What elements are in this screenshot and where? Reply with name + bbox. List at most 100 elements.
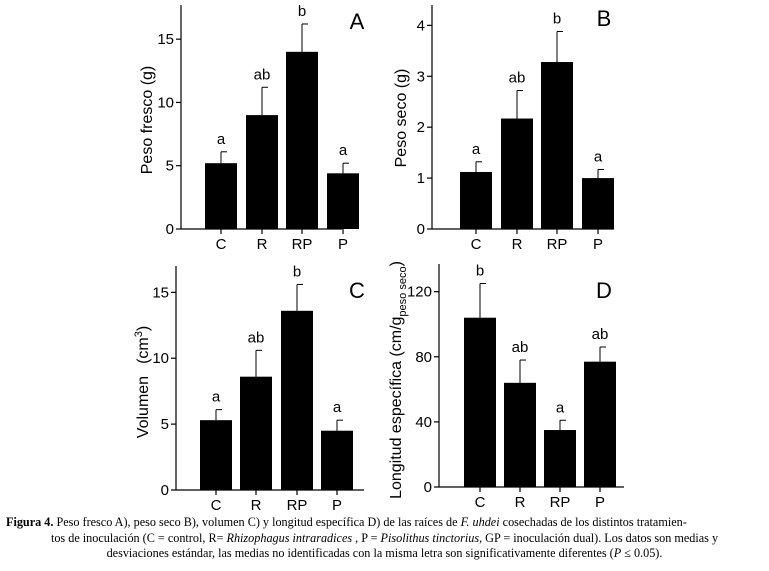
panel-d: Longitud específica (cm/gpeso seco) D 0 4…	[388, 261, 624, 511]
panel-a-label: A	[350, 9, 365, 34]
panel-b-ytick-label: 3	[417, 68, 425, 85]
panel-c-bar-r	[240, 376, 272, 490]
panel-c: Volumen (cm3) C 0 5 10 15 a Cab Rb RP a P	[133, 263, 365, 514]
panel-d-ytick-label: 0	[424, 479, 432, 496]
panel-d-significance-letter: ab	[512, 339, 529, 356]
panel-a-xtick-label: C	[216, 236, 227, 253]
panel-c-ylabel-main: Volumen	[135, 376, 152, 438]
caption-text-2a: tos de inoculación (C = control, R=	[50, 530, 227, 545]
panel-c-significance-letter: ab	[248, 329, 265, 346]
panel-a-xtick-label: R	[257, 236, 268, 253]
panel-b-ytick-label: 4	[417, 17, 425, 34]
panel-d-ytick-label: 40	[415, 414, 432, 431]
caption-line-2: tos de inoculación (C = control, R= Rhiz…	[51, 531, 718, 545]
panel-b-significance-letter: a	[594, 148, 603, 165]
panel-b-significance-letter: ab	[509, 70, 526, 87]
panel-a-ytick-label: 5	[166, 158, 174, 175]
panel-a-ylabel: Peso fresco (g)	[139, 66, 156, 174]
panel-b-bar-p	[582, 178, 614, 229]
panel-a-ytick-label: 10	[157, 94, 174, 111]
panel-c-bar-c	[200, 420, 232, 490]
panel-a-bar-c	[205, 163, 237, 229]
caption-line-1: Figura 4. Peso fresco A), peso seco B), …	[6, 515, 763, 531]
panel-b-ytick-label: 2	[417, 119, 425, 136]
panel-b-xtick-label: P	[593, 236, 603, 253]
caption-pisolithus: Pisolithus tinctorius	[380, 530, 480, 545]
panel-b-ytick-label: 0	[417, 221, 425, 238]
panel-d-bar-rp	[544, 430, 576, 487]
panel-c-xtick-label: RP	[287, 497, 308, 514]
panel-b-ylabel: Peso seco (g)	[393, 69, 410, 168]
panel-a-bar-p	[327, 173, 359, 229]
panel-a-xtick-label: P	[338, 236, 348, 253]
caption-text-1a: Peso fresco A), peso seco B), volumen C)…	[53, 515, 461, 529]
caption-rhizophagus: Rhizophagus intraradices	[226, 530, 353, 545]
panel-b-label: B	[597, 6, 612, 31]
panel-c-xtick-label: C	[211, 497, 222, 514]
panel-d-significance-letter: a	[556, 399, 565, 416]
panel-b-bar-c	[460, 171, 492, 229]
caption-p-symbol: P	[613, 546, 622, 560]
panel-d-ytick-label: 80	[415, 349, 432, 366]
caption-text-3a: desviaciones estándar, las medias no ide…	[106, 546, 614, 560]
panel-c-significance-letter: a	[212, 389, 221, 406]
panel-c-ytick-label: 15	[152, 284, 169, 301]
caption-line-3: desviaciones estándar, las medias no ide…	[107, 546, 663, 560]
panel-c-significance-letter: a	[333, 399, 342, 416]
panel-b-xtick-label: C	[471, 236, 482, 253]
caption-label: Figura 4.	[6, 515, 54, 529]
panel-c-ylabel-sup: 3	[133, 331, 145, 337]
panel-d-xtick-label: C	[475, 494, 486, 511]
panel-b-bar-rp	[541, 62, 573, 229]
caption-text-3b: ≤ 0.05).	[621, 546, 663, 560]
panel-c-ylabel: Volumen (cm3)	[133, 326, 152, 438]
caption-text-2c: , GP = inoculación dual). Los datos son …	[479, 530, 719, 545]
caption-text-2b: , P =	[352, 530, 381, 545]
panel-d-ylabel: Longitud específica (cm/gpeso seco)	[388, 261, 409, 499]
panel-c-ytick-label: 0	[161, 482, 169, 499]
panel-a-significance-letter: a	[339, 142, 348, 159]
panel-d-significance-letter: b	[476, 263, 484, 280]
caption-species: F. uhdei	[460, 515, 500, 529]
panel-c-xtick-label: P	[332, 497, 342, 514]
panel-c-significance-letter: b	[293, 263, 301, 280]
panel-c-label: C	[349, 278, 365, 303]
panel-c-ylabel-close: )	[135, 326, 152, 331]
panel-b: Peso seco (g) B 0 1 2 3 4 a Cab Rb RP a P	[393, 5, 614, 253]
panel-c-ylabel-unit: (cm	[135, 337, 152, 364]
panel-a-xtick-label: RP	[292, 236, 313, 253]
panel-b-significance-letter: a	[472, 141, 481, 158]
panel-a-ytick-label: 0	[166, 221, 174, 238]
panel-b-ytick-label: 1	[417, 170, 425, 187]
panel-b-xtick-label: RP	[547, 236, 568, 253]
panel-d-significance-letter: ab	[592, 326, 609, 343]
panel-d-xtick-label: RP	[550, 494, 571, 511]
panel-c-xtick-label: R	[251, 497, 262, 514]
panel-a-bar-rp	[286, 51, 318, 229]
panel-b-significance-letter: b	[553, 10, 561, 27]
panel-d-bar-c	[464, 317, 496, 487]
panel-c-ytick-label: 5	[161, 416, 169, 433]
panel-d-bar-p	[584, 361, 616, 487]
panel-a-significance-letter: b	[298, 3, 306, 20]
panel-d-bar-r	[504, 382, 536, 487]
panel-d-ylabel-sub: peso seco	[397, 266, 409, 316]
panel-c-bar-p	[321, 430, 353, 490]
panel-d-label: D	[596, 278, 612, 303]
figure-caption: Figura 4. Peso fresco A), peso seco B), …	[6, 515, 763, 562]
caption-text-1b: cosechadas de los distintos tratamien-	[499, 515, 687, 529]
panel-b-xtick-label: R	[512, 236, 523, 253]
panel-d-ytick-label: 120	[407, 284, 432, 301]
panel-a-significance-letter: a	[217, 131, 226, 148]
panel-d-ylabel-main: Longitud específica (cm/g	[388, 317, 405, 499]
panel-d-xtick-label: P	[595, 494, 605, 511]
panel-a-significance-letter: ab	[254, 66, 271, 83]
panel-b-bar-r	[501, 118, 533, 229]
panel-d-xtick-label: R	[515, 494, 526, 511]
panel-a-bar-r	[246, 115, 278, 229]
panel-c-ytick-label: 10	[152, 350, 169, 367]
panel-d-ylabel-close: )	[388, 261, 405, 266]
panel-a: Peso fresco (g) A 0 5 10 15 a Cab Rb RP a P	[139, 3, 365, 253]
panel-c-bar-rp	[281, 310, 313, 490]
